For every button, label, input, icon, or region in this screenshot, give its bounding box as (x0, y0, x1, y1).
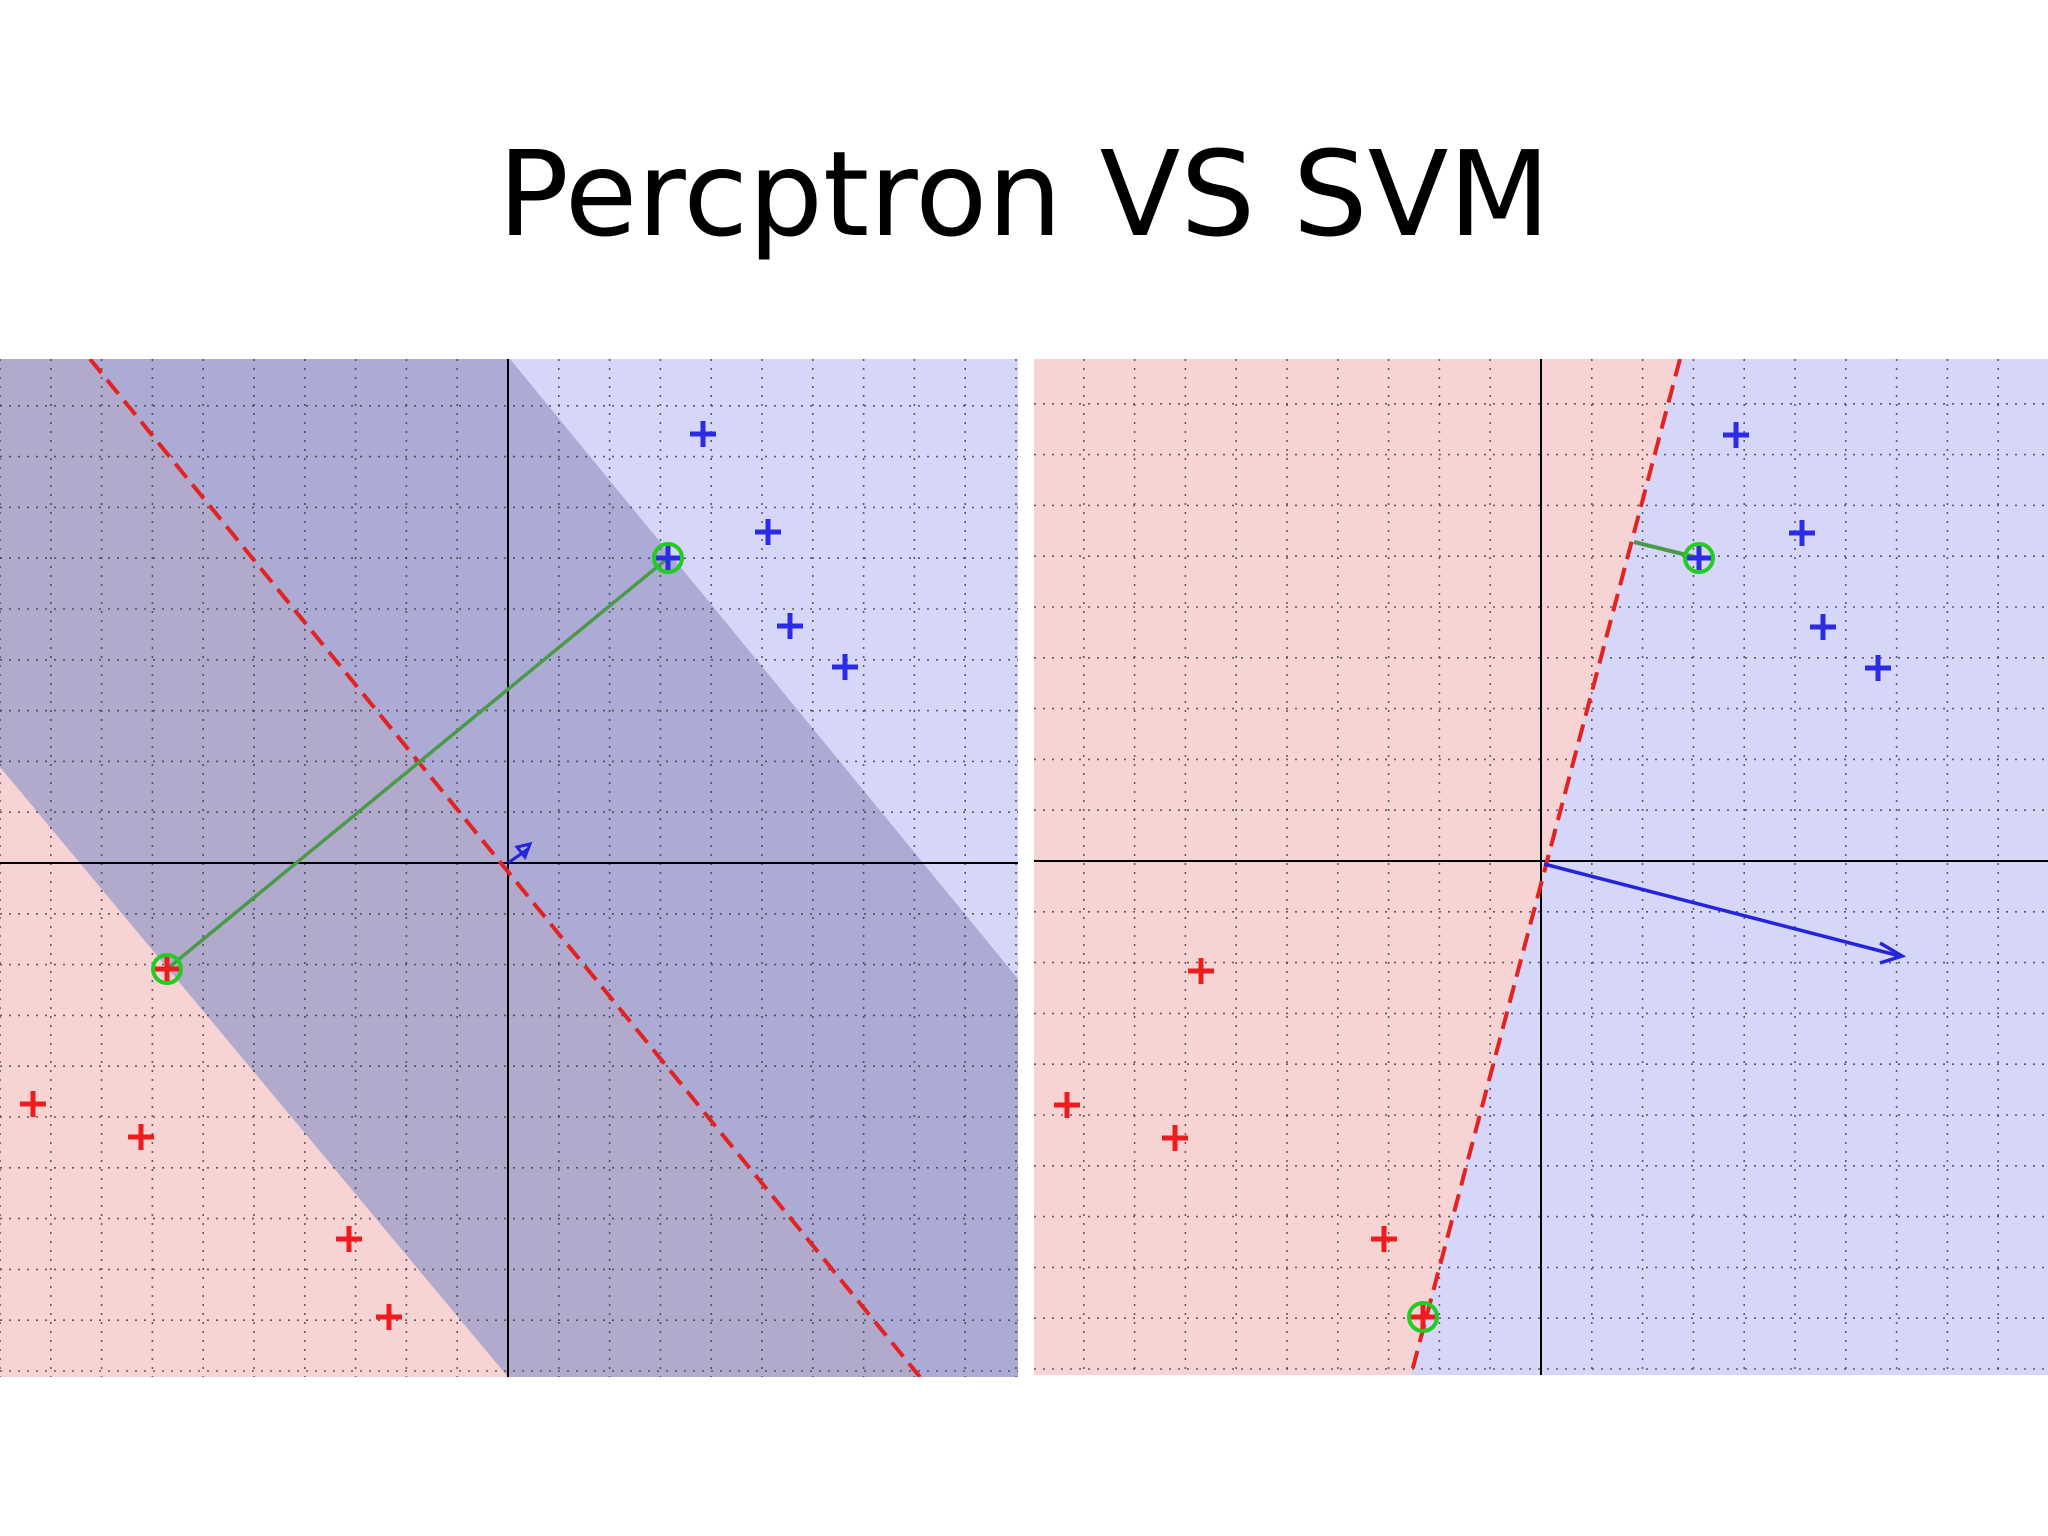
support-vector-ring (652, 542, 684, 574)
perceptron-plot (0, 359, 1018, 1377)
weight-vector-arrowhead (1879, 941, 1907, 965)
margin-link (165, 556, 670, 971)
margin-link (1633, 540, 1700, 560)
weight-vector-arrowhead (514, 841, 533, 860)
svm-plot-canvas (1034, 359, 2048, 1375)
support-vector-ring (1683, 542, 1715, 574)
decision-boundary (1409, 359, 1682, 1375)
grid-layer (1034, 359, 2048, 1375)
decision-boundary (88, 359, 922, 1377)
perceptron-plot-canvas (0, 359, 1018, 1377)
weight-vector (1543, 862, 1901, 958)
svm-plot (1034, 359, 2048, 1375)
marks-layer (20, 359, 922, 1377)
support-vector-ring (1407, 1301, 1439, 1333)
weight-vector (507, 847, 529, 865)
support-vector-ring (151, 953, 183, 985)
slide-title: Percptron VS SVM (497, 125, 1551, 263)
negative-region (1034, 359, 1680, 1375)
marks-layer (1054, 359, 1907, 1375)
